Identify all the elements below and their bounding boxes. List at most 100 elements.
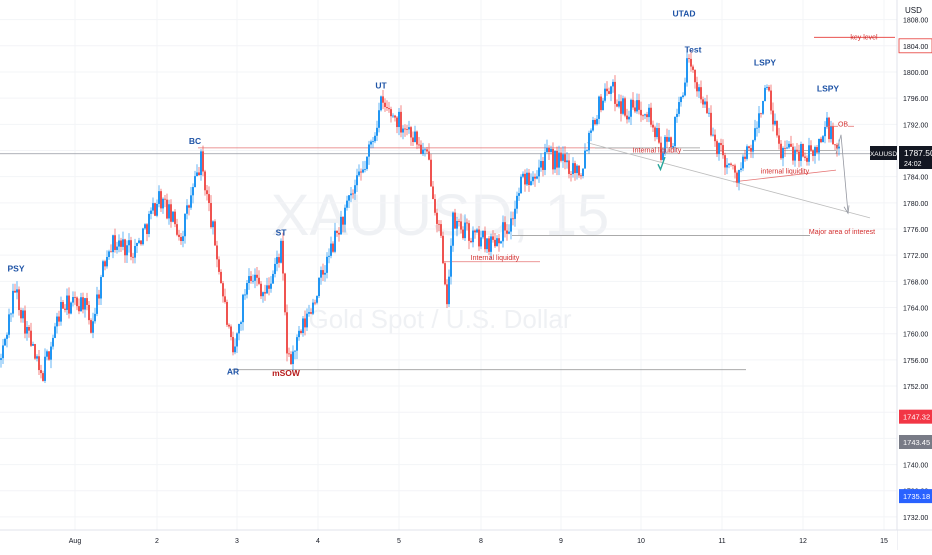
candle xyxy=(790,135,792,147)
candle xyxy=(196,164,198,177)
candle xyxy=(26,321,28,341)
candle xyxy=(466,218,468,231)
projection-line-down[interactable] xyxy=(840,134,849,213)
candle xyxy=(514,200,516,227)
candle xyxy=(318,277,320,298)
candle xyxy=(178,229,180,241)
time-axis[interactable]: Aug 2 3 4 5 8 9 10 11 12 15 xyxy=(0,529,932,550)
price-tick-label: 1756.00 xyxy=(903,358,928,365)
wyckoff-label-test[interactable]: Test xyxy=(685,44,702,54)
candle xyxy=(370,139,372,149)
candle xyxy=(128,233,130,253)
annotation-labels[interactable]: PSY BC AR ST mSOW UT UTAD Test LSPY LSPY key level… xyxy=(7,8,878,378)
candle xyxy=(584,143,586,169)
annotation-text[interactable]: Internal liquidity xyxy=(633,147,682,154)
candle xyxy=(576,164,578,180)
candle xyxy=(606,81,608,96)
wyckoff-label-bc[interactable]: BC xyxy=(189,136,201,146)
candle xyxy=(570,171,572,182)
time-tick-label: 11 xyxy=(718,538,725,545)
candle xyxy=(218,256,220,275)
candle xyxy=(522,171,524,179)
annotation-text[interactable]: internal liquidity xyxy=(761,168,810,175)
candle xyxy=(368,140,370,165)
candle xyxy=(50,341,52,369)
drawings-layer-front[interactable] xyxy=(657,36,895,215)
descending-trendline[interactable] xyxy=(586,142,871,219)
candle xyxy=(798,144,800,168)
wyckoff-label-psy[interactable]: PSY xyxy=(7,264,24,274)
candle xyxy=(42,370,44,382)
candle xyxy=(580,173,582,180)
candle xyxy=(708,107,710,118)
time-tick-label: 3 xyxy=(235,538,239,545)
candle xyxy=(236,332,238,354)
candle xyxy=(340,210,342,235)
candle xyxy=(736,170,738,188)
candle xyxy=(98,289,100,306)
candle xyxy=(586,149,588,152)
candle xyxy=(796,143,798,153)
candle xyxy=(18,286,20,316)
candle xyxy=(140,240,142,246)
candle xyxy=(188,204,190,216)
candle xyxy=(112,234,114,259)
candle xyxy=(228,323,230,329)
wyckoff-label-ut[interactable]: UT xyxy=(375,80,387,90)
wyckoff-label-lspy[interactable]: LSPY xyxy=(754,57,777,67)
candle xyxy=(16,281,18,300)
candle xyxy=(148,210,150,238)
candle xyxy=(732,164,734,170)
candle xyxy=(490,233,492,260)
candle xyxy=(630,98,632,125)
candle xyxy=(714,129,716,147)
candle xyxy=(636,93,638,114)
candle xyxy=(202,145,204,177)
candle xyxy=(60,296,62,326)
wyckoff-label-msow[interactable]: mSOW xyxy=(272,368,301,378)
candle xyxy=(816,145,818,153)
candle xyxy=(594,118,596,126)
candle xyxy=(588,130,590,154)
candle xyxy=(62,300,64,309)
candle xyxy=(250,271,252,284)
candle xyxy=(158,185,160,208)
candle xyxy=(486,238,488,253)
candle xyxy=(752,139,754,159)
wyckoff-label-st[interactable]: ST xyxy=(276,228,288,238)
projection-line-up[interactable] xyxy=(835,134,842,154)
candle xyxy=(206,185,208,201)
wyckoff-label-lspy[interactable]: LSPY xyxy=(817,84,840,94)
candle xyxy=(806,155,808,166)
candle xyxy=(792,143,794,165)
candle xyxy=(110,244,112,253)
candle xyxy=(634,100,636,114)
candle xyxy=(564,146,566,170)
price-axis[interactable]: USD 1808.00 1804.00 1800.00 1796.00 1792.00 1… xyxy=(870,0,932,550)
candle xyxy=(216,240,218,268)
annotation-text[interactable]: Internal liquidity xyxy=(471,255,520,262)
annotation-text[interactable]: Major area of interest xyxy=(809,229,875,236)
candle xyxy=(454,208,456,229)
candle xyxy=(328,248,330,264)
candle xyxy=(252,274,254,284)
candle xyxy=(628,110,630,123)
annotation-text[interactable]: OB xyxy=(838,121,848,128)
candle xyxy=(380,95,382,112)
candle xyxy=(264,284,266,301)
candle xyxy=(686,50,688,87)
wyckoff-label-ar[interactable]: AR xyxy=(227,366,239,376)
candle xyxy=(96,286,98,317)
candle xyxy=(46,349,48,361)
candle xyxy=(226,299,228,327)
wyckoff-label-utad[interactable]: UTAD xyxy=(673,8,696,18)
candle xyxy=(230,324,232,341)
candle xyxy=(820,136,822,144)
candle xyxy=(694,69,696,89)
candle xyxy=(764,84,766,102)
annotation-text[interactable]: key level xyxy=(850,34,878,41)
candle xyxy=(828,116,830,143)
internal-liquidity-line-right[interactable] xyxy=(732,169,837,183)
